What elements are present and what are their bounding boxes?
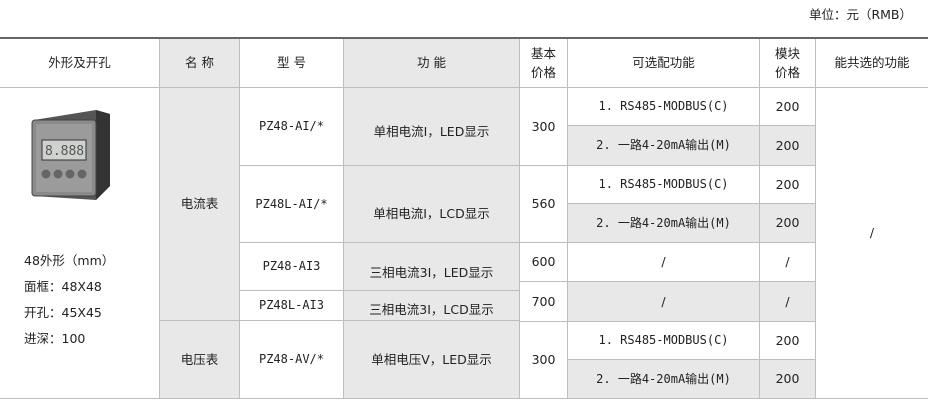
header-name: 名 称 (160, 39, 240, 88)
option-cell: 1. RS485-MODBUS(C) (568, 88, 760, 126)
shape-cell (0, 88, 160, 399)
function-cell: 三相电流3I，LED显示 (344, 243, 520, 291)
module-price-cell: 200 (760, 322, 816, 360)
function-cell: 单相电流I，LCD显示 (344, 166, 520, 243)
model-cell: PZ48-AV/* (240, 321, 344, 399)
header-shape: 外形及开孔 (0, 39, 160, 88)
header-function: 功 能 (344, 39, 520, 88)
spec-line: 开孔：45X45 (24, 305, 102, 320)
option-cell: / (568, 243, 760, 282)
combinable-cell: / (816, 88, 928, 399)
module-price-cell: 200 (760, 204, 816, 243)
module-price-cell: / (760, 282, 816, 322)
header-model: 型 号 (240, 39, 344, 88)
spec-text: 48外形（mm） 面框：48X48 开孔：45X45 进深：100 (24, 248, 114, 352)
module-price-cell: / (760, 243, 816, 282)
base-price-cell: 700 (520, 282, 568, 322)
spec-line: 48外形（mm） (24, 253, 115, 268)
base-price-cell: 600 (520, 243, 568, 282)
base-price-cell: 560 (520, 166, 568, 243)
option-cell: 2. 一路4-20mA输出(M) (568, 126, 760, 166)
module-price-cell: 200 (760, 126, 816, 166)
group-voltage-meter: 电压表 (160, 321, 240, 399)
function-cell: 三相电流3I，LCD显示 (344, 291, 520, 321)
unit-label: 单位：元（RMB） (808, 7, 912, 22)
module-price-cell: 200 (760, 360, 816, 399)
meter-product-image: 8.888 (31, 110, 110, 200)
model-cell: PZ48L-AI3 (240, 291, 344, 321)
option-cell: 1. RS485-MODBUS(C) (568, 322, 760, 360)
header-module-price: 模块价格 (760, 39, 816, 88)
model-cell: PZ48-AI/* (240, 88, 344, 166)
base-price-cell: 300 (520, 322, 568, 399)
svg-text:8.888: 8.888 (45, 144, 84, 159)
header-base-price: 基本价格 (520, 39, 568, 88)
module-price-cell: 200 (760, 166, 816, 204)
header-combinable: 能共选的功能 (816, 39, 928, 88)
base-price-cell: 300 (520, 88, 568, 166)
option-cell: / (568, 282, 760, 322)
spec-line: 面框：48X48 (24, 279, 102, 294)
spec-line: 进深：100 (24, 331, 86, 346)
group-current-meter: 电流表 (160, 88, 240, 321)
option-cell: 2. 一路4-20mA输出(M) (568, 360, 760, 399)
module-price-cell: 200 (760, 88, 816, 126)
function-cell: 单相电流I，LED显示 (344, 88, 520, 166)
function-cell: 单相电压V，LED显示 (344, 321, 520, 399)
header-optional: 可选配功能 (568, 39, 760, 88)
option-cell: 2. 一路4-20mA输出(M) (568, 204, 760, 243)
option-cell: 1. RS485-MODBUS(C) (568, 166, 760, 204)
model-cell: PZ48L-AI/* (240, 166, 344, 243)
model-cell: PZ48-AI3 (240, 243, 344, 291)
table-top-rule (0, 37, 928, 39)
